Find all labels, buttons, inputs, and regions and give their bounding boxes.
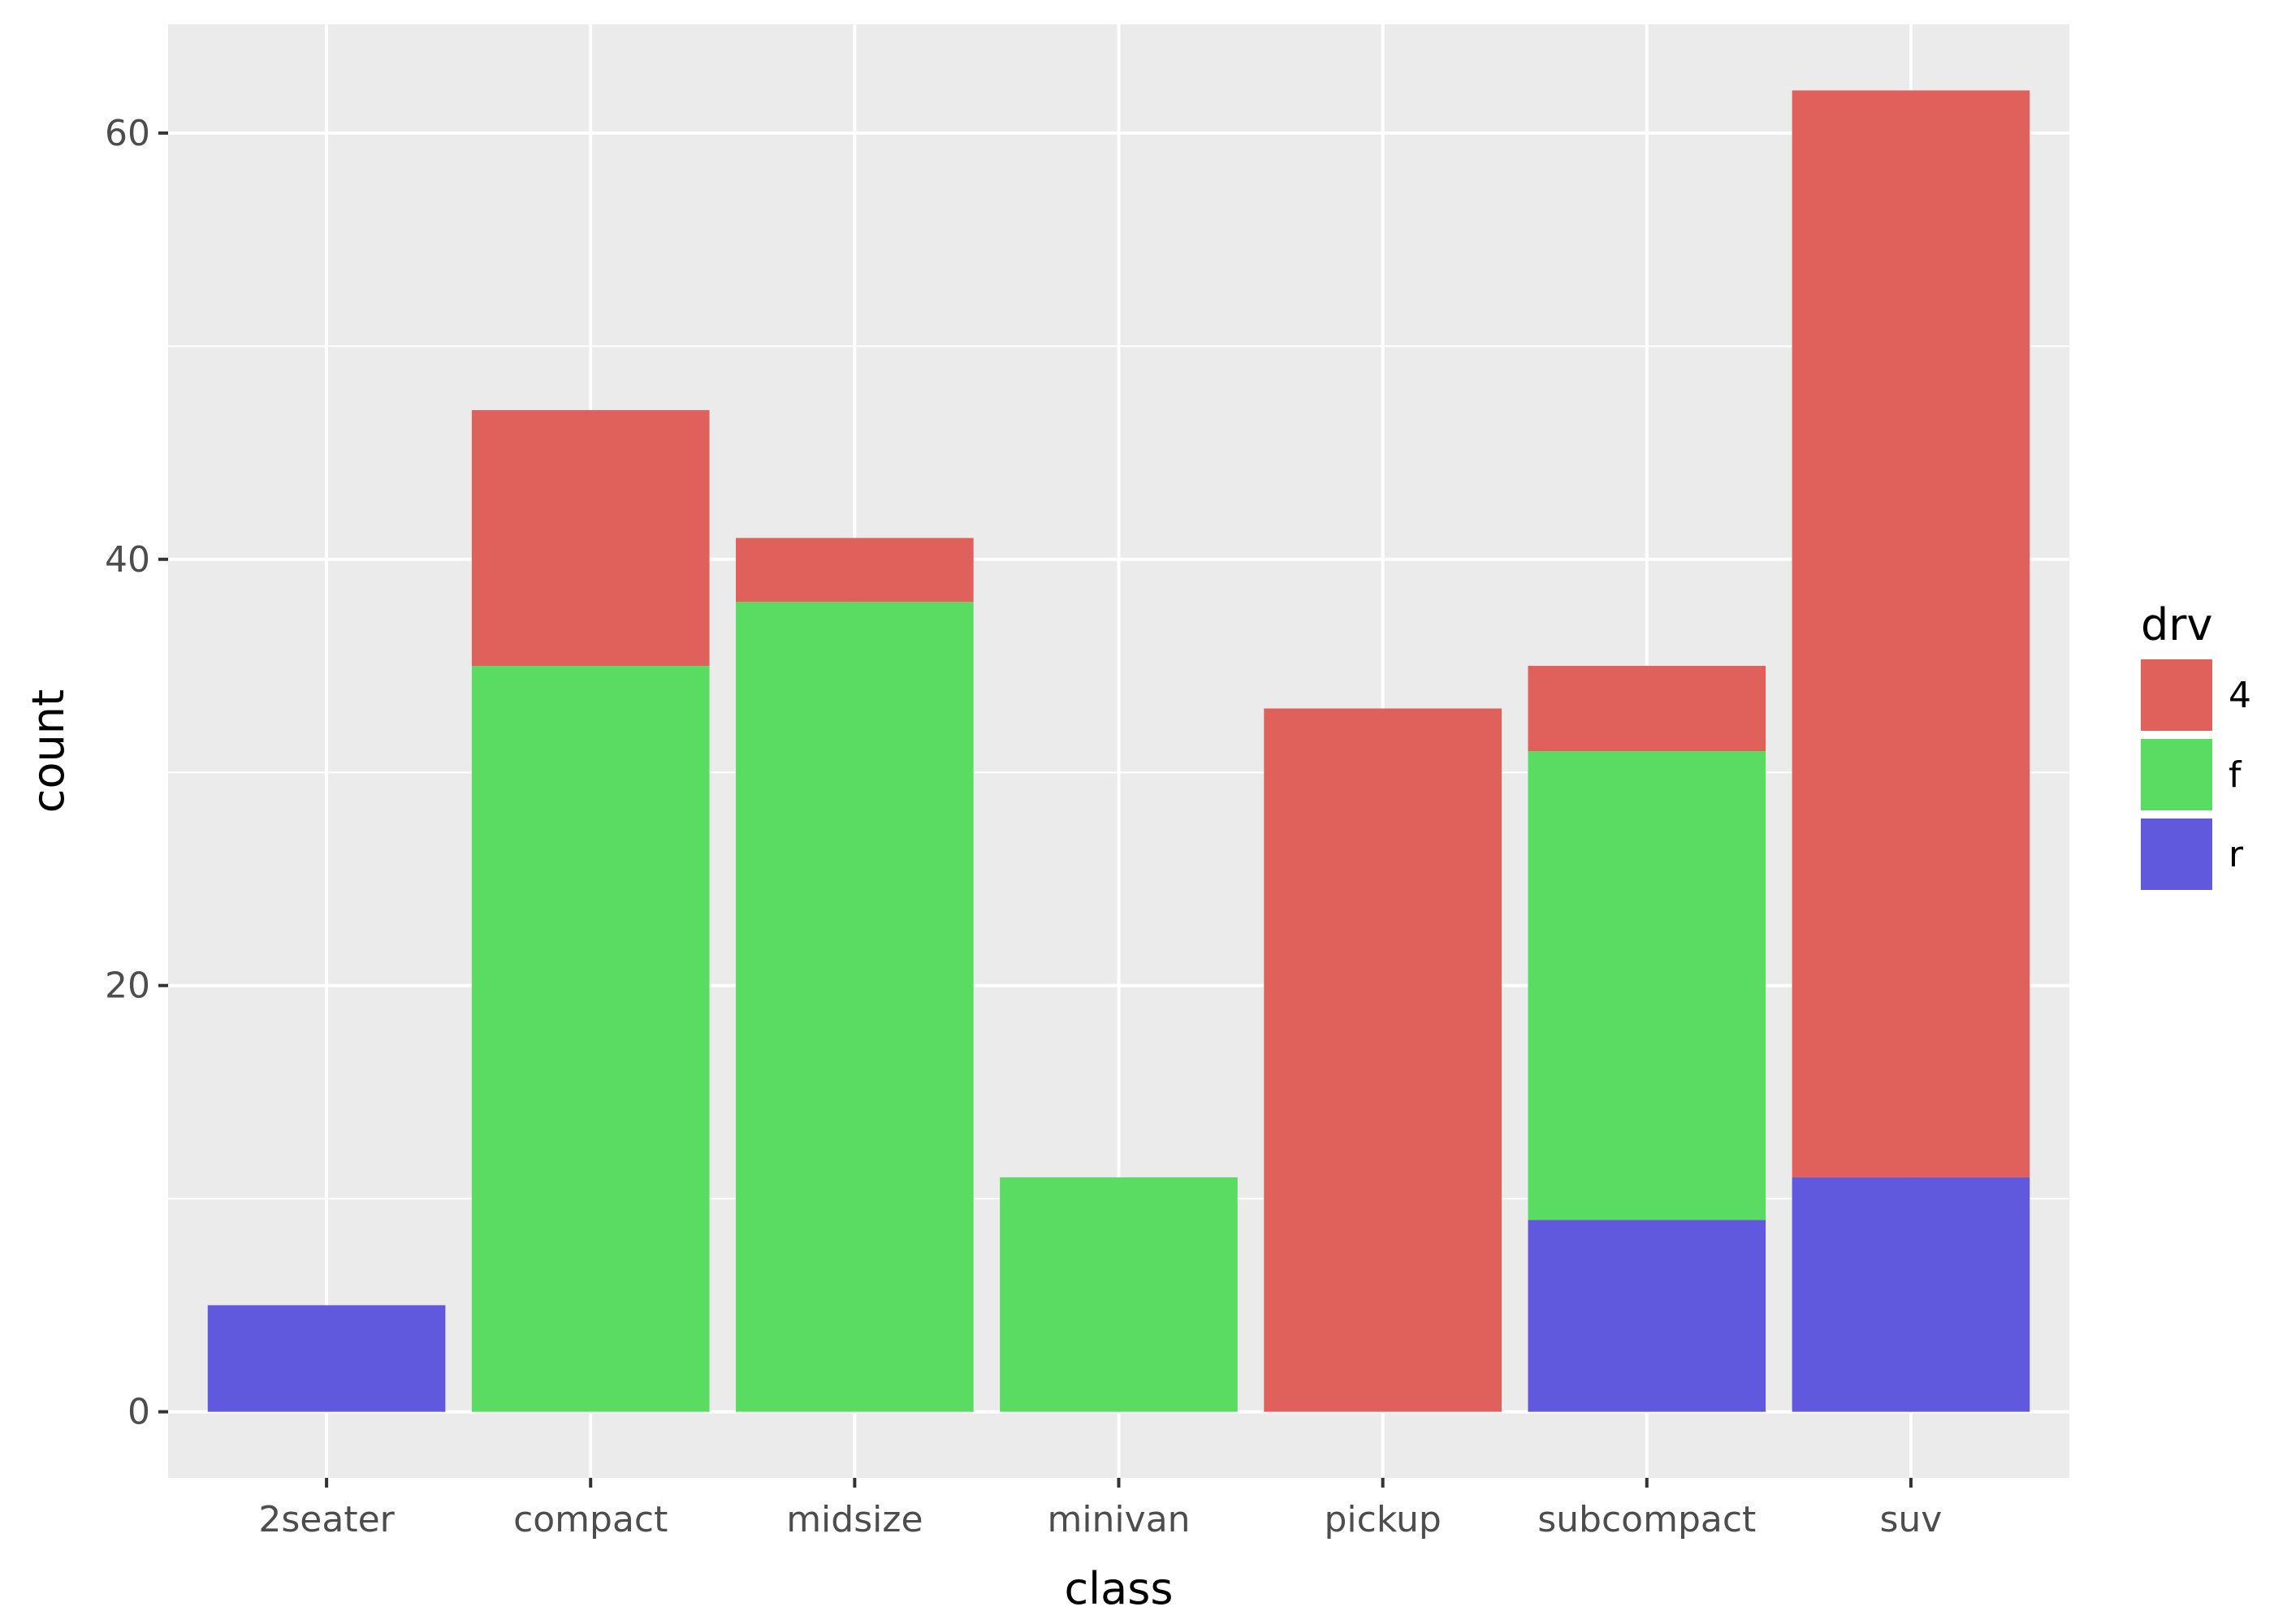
legend-title: drv — [2141, 599, 2212, 650]
legend-key-f — [2141, 739, 2212, 810]
bar-compact-4 — [471, 410, 710, 667]
bar-pickup-4 — [1264, 708, 1502, 1412]
y-axis: 0 20 40 60 — [105, 113, 168, 1433]
x-axis-title: class — [1064, 1563, 1173, 1614]
y-tick-label: 0 — [128, 1392, 150, 1433]
x-tick-label: suv — [1879, 1499, 1942, 1540]
legend-label-4: 4 — [2229, 675, 2251, 716]
bar-compact-f — [471, 666, 710, 1412]
bar-minivan-f — [1000, 1177, 1238, 1412]
x-tick-label: minivan — [1047, 1499, 1190, 1540]
legend-key-r — [2141, 818, 2212, 890]
x-axis: 2seater compact midsize minivan pickup subcom… — [258, 1478, 1942, 1540]
legend: drv 4 fr — [2141, 599, 2251, 890]
bar-midsize-f — [736, 602, 974, 1412]
bar-2seater-r — [207, 1305, 446, 1412]
x-tick-label: compact — [513, 1499, 668, 1540]
bars — [207, 90, 2030, 1412]
legend-key-4 — [2141, 659, 2212, 731]
legend-label-f: f — [2229, 754, 2242, 796]
x-tick-label: midsize — [786, 1499, 923, 1540]
bar-suv-4 — [1792, 90, 2030, 1177]
x-tick-label: 2seater — [258, 1499, 395, 1540]
bar-subcompact-f — [1528, 751, 1766, 1220]
legend-label-r: r — [2229, 834, 2244, 875]
bar-suv-r — [1792, 1177, 2030, 1412]
bar-subcompact-r — [1528, 1220, 1766, 1412]
bar-subcompact-4 — [1528, 666, 1766, 751]
bar-midsize-4 — [736, 538, 974, 603]
x-tick-label: subcompact — [1537, 1499, 1756, 1540]
y-axis-title: count — [23, 689, 74, 813]
y-tick-label: 40 — [105, 539, 150, 581]
y-tick-label: 60 — [105, 113, 150, 154]
y-tick-label: 20 — [105, 965, 150, 1007]
x-tick-label: pickup — [1324, 1499, 1441, 1540]
